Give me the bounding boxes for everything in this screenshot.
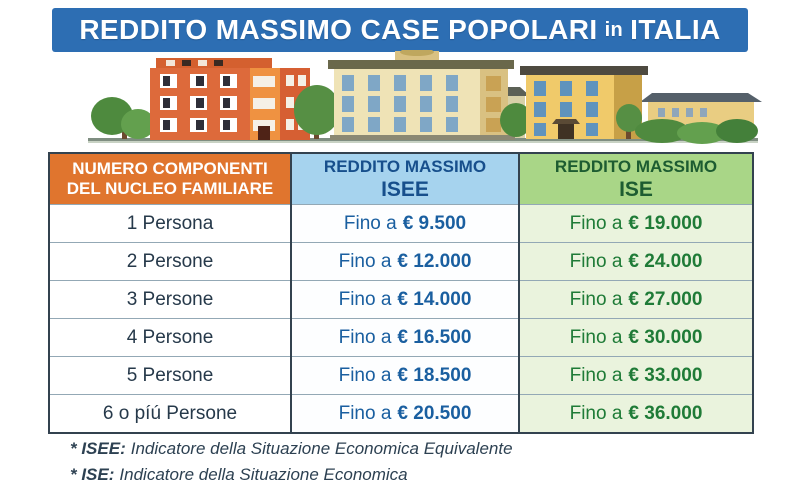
page-title: REDDITO MASSIMO CASE POPOLARI in ITALIA xyxy=(52,8,748,52)
table-row: 2 Persone Fino a € 12.000 Fino a € 24.000 xyxy=(48,242,754,281)
footnote-ise: * ISE: Indicatore della Situazione Econom… xyxy=(70,465,408,485)
footnotes: * ISEE: Indicatore della Situazione Econo… xyxy=(70,436,513,489)
buildings-illustration xyxy=(88,50,762,144)
household-size-cell: 6 o píú Persone xyxy=(48,394,292,434)
tree-icon xyxy=(500,103,532,137)
table-header-row: NUMERO COMPONENTI DEL NUCLEO FAMILIARE R… xyxy=(48,152,754,205)
table-row: 6 o píú Persone Fino a € 20.500 Fino a € 3… xyxy=(48,394,754,434)
footnote-isee: * ISEE: Indicatore della Situazione Econo… xyxy=(70,439,513,458)
header-ise: REDDITO MASSIMO ISE xyxy=(518,152,754,205)
tree-icon xyxy=(91,97,155,139)
table-row: 1 Persona Fino a € 9.500 Fino a € 19.000 xyxy=(48,204,754,243)
household-size-cell: 2 Persone xyxy=(48,242,292,281)
isee-cell: Fino a € 20.500 xyxy=(290,394,520,434)
header-household-size: NUMERO COMPONENTI DEL NUCLEO FAMILIARE xyxy=(48,152,292,205)
household-size-cell: 1 Persona xyxy=(48,204,292,243)
page-title-connector: in xyxy=(604,18,624,41)
table-row: 4 Persone Fino a € 16.500 Fino a € 30.000 xyxy=(48,318,754,357)
ise-cell: Fino a € 27.000 xyxy=(518,280,754,319)
isee-cell: Fino a € 18.500 xyxy=(290,356,520,395)
household-size-cell: 5 Persone xyxy=(48,356,292,395)
header-isee: REDDITO MASSIMO ISEE xyxy=(290,152,520,205)
household-size-cell: 4 Persone xyxy=(48,318,292,357)
ise-cell: Fino a € 24.000 xyxy=(518,242,754,281)
cream-building-icon xyxy=(328,50,515,140)
isee-cell: Fino a € 16.500 xyxy=(290,318,520,357)
orange-building-icon xyxy=(150,58,310,140)
isee-cell: Fino a € 14.000 xyxy=(290,280,520,319)
table-row: 5 Persone Fino a € 18.500 Fino a € 33.000 xyxy=(48,356,754,395)
income-table: NUMERO COMPONENTI DEL NUCLEO FAMILIARE R… xyxy=(48,152,754,434)
tree-icon xyxy=(294,85,340,139)
ise-cell: Fino a € 33.000 xyxy=(518,356,754,395)
page-title-part2: ITALIA xyxy=(630,14,721,45)
ise-cell: Fino a € 19.000 xyxy=(518,204,754,243)
bush-icon xyxy=(616,104,758,144)
ise-cell: Fino a € 36.000 xyxy=(518,394,754,434)
isee-cell: Fino a € 12.000 xyxy=(290,242,520,281)
table-row: 3 Persone Fino a € 14.000 Fino a € 27.000 xyxy=(48,280,754,319)
page-title-part1: REDDITO MASSIMO CASE POPOLARI xyxy=(79,14,598,45)
ise-cell: Fino a € 30.000 xyxy=(518,318,754,357)
isee-cell: Fino a € 9.500 xyxy=(290,204,520,243)
yellow-building-icon xyxy=(520,66,648,139)
household-size-cell: 3 Persone xyxy=(48,280,292,319)
